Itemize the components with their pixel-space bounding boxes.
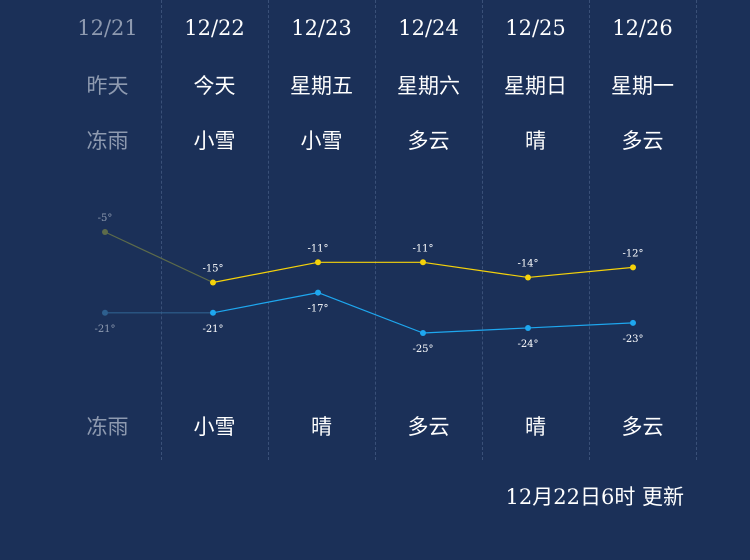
day-date: 12/25	[505, 16, 566, 40]
night-condition: 晴	[525, 415, 546, 439]
high-temp-label: -14°	[517, 258, 538, 269]
low-temp-point	[315, 289, 321, 296]
high-temp-line-segment	[104, 231, 214, 284]
high-temp-line-segment	[422, 261, 529, 279]
high-temp-label: -15°	[202, 264, 223, 275]
day-date: 12/24	[398, 16, 459, 40]
night-condition: 小雪	[193, 415, 236, 439]
column-separator	[589, 0, 590, 460]
low-temp-point	[420, 330, 426, 336]
night-condition: 多云	[407, 415, 450, 439]
day-condition: 多云	[407, 129, 450, 153]
day-weekday: 今天	[193, 74, 236, 98]
low-temp-label: -23°	[622, 334, 643, 345]
low-temp-point	[525, 324, 531, 331]
day-column-12-25: 12/25 星期日晴晴	[482, 0, 589, 460]
day-date: 12/23	[291, 16, 352, 40]
low-temp-point	[102, 309, 108, 316]
night-condition: 冻雨	[86, 415, 129, 439]
day-condition: 多云	[621, 129, 664, 153]
day-weekday: 昨天	[86, 74, 129, 98]
day-date: 12/21	[77, 16, 138, 40]
column-separator	[375, 0, 376, 460]
night-condition: 晴	[311, 415, 332, 439]
day-weekday: 星期一	[611, 74, 674, 98]
low-temp-label: -24°	[517, 339, 538, 350]
temperature-chart: -5° -15° -11° -11° -14° -12° -21° -21° -17° -25° -…	[94, 213, 643, 355]
day-weekday: 星期日	[504, 74, 567, 98]
high-temp-line-segment	[527, 266, 634, 279]
high-temp-point	[315, 259, 321, 266]
day-column-12-23: 12/23 星期五小雪晴	[268, 0, 375, 460]
high-temp-line-segment	[212, 261, 319, 284]
column-separator	[696, 0, 697, 460]
column-separator	[161, 0, 162, 460]
low-temp-label: -17°	[307, 304, 328, 315]
high-temp-point	[420, 259, 426, 266]
high-temp-label: -11°	[307, 243, 328, 254]
day-column-12-22: 12/22 今天 小雪 小雪	[161, 0, 268, 460]
low-temp-point	[210, 309, 216, 316]
day-date: 12/22	[184, 16, 245, 40]
high-temp-label: -5°	[98, 213, 113, 224]
day-condition: 小雪	[193, 129, 236, 153]
day-column-12-21: 12/21 昨天 冻雨 冻雨	[54, 0, 161, 460]
low-temp-label: -21°	[94, 324, 115, 335]
night-condition: 多云	[621, 415, 664, 439]
day-condition: 晴	[525, 129, 546, 153]
column-separator	[268, 0, 269, 460]
low-temp-label: -25°	[412, 344, 433, 355]
column-separator	[482, 0, 483, 460]
high-temp-label: -12°	[622, 248, 643, 259]
day-column-12-24: 12/24 星期六 多云 多云	[375, 0, 482, 460]
update-timestamp: 12月22日6时 更新	[505, 485, 684, 509]
day-column-12-26: 12/26 星期一 多云 多云	[589, 0, 696, 460]
low-temp-line-segment	[422, 327, 529, 334]
high-temp-point	[630, 264, 636, 271]
high-temp-point	[210, 279, 216, 286]
high-temp-point	[102, 229, 108, 235]
low-temp-line-segment	[317, 292, 424, 334]
high-temp-label: -11°	[412, 243, 433, 254]
day-weekday: 星期五	[290, 74, 353, 98]
low-temp-line-segment	[212, 292, 319, 314]
high-temp-point	[525, 274, 531, 281]
day-date: 12/26	[612, 16, 673, 40]
day-condition: 冻雨	[86, 129, 129, 153]
low-temp-label: -21°	[202, 324, 223, 335]
day-condition: 小雪	[300, 129, 343, 153]
low-temp-line-segment	[527, 322, 634, 329]
day-weekday: 星期六	[397, 74, 460, 98]
low-temp-point	[630, 319, 636, 326]
